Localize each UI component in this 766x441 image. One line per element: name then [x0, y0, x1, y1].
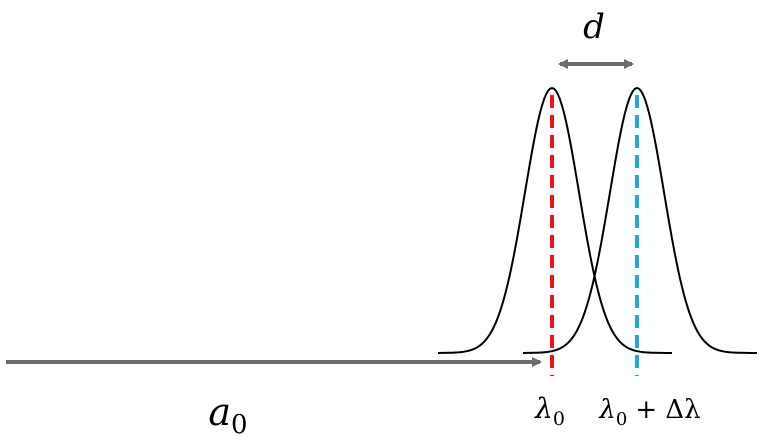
- amplitude-label: a0: [208, 390, 247, 440]
- label-base: a: [208, 390, 231, 434]
- gaussian-curve: [523, 86, 757, 354]
- gaussian-curve: [438, 86, 672, 354]
- label-sub: 0: [616, 409, 627, 430]
- wavelength-label: λ0: [534, 392, 565, 430]
- label-rest: + Δλ: [635, 395, 700, 425]
- shifted-wavelength-label: λ0 + Δλ: [598, 395, 700, 430]
- label-sub: 0: [231, 410, 248, 440]
- label-base: λ: [534, 392, 553, 425]
- curves: [438, 86, 757, 354]
- label-base: λ: [598, 395, 615, 425]
- label-sub: 0: [553, 408, 565, 430]
- distance-label: d: [583, 7, 605, 47]
